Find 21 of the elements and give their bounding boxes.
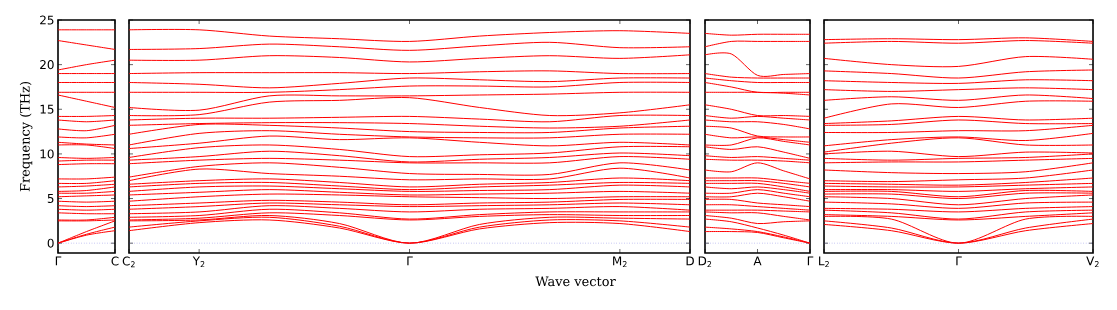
x-tick-label: Γ [55, 256, 62, 266]
y-tick-label: 5 [47, 194, 54, 203]
x-tick-label: Y$_{2}$ [192, 256, 205, 268]
x-tick-label: Γ [956, 256, 962, 266]
y-tick-label: 25 [40, 15, 54, 25]
x-tick-label: V$_{2}$ [1086, 256, 1099, 268]
x-tick-label: L$_{2}$ [819, 256, 829, 268]
x-tick-label: D$_{2}$ [698, 256, 712, 268]
x-tick-label: Γ [407, 256, 413, 266]
x-tick-label: M$_{2}$ [613, 256, 627, 268]
x-tick-label: C$_{2}$ [122, 256, 135, 268]
x-tick-label: C [111, 256, 119, 266]
x-tick-label: A [753, 256, 762, 266]
y-tick-label: 0 [47, 238, 54, 248]
x-tick-label: Γ [807, 256, 814, 266]
y-axis-title: Frequency (THz) [19, 82, 33, 192]
y-tick-label: 20 [40, 60, 54, 70]
x-tick-label: D [686, 256, 694, 266]
y-tick-label: 15 [40, 104, 54, 114]
y-tick-label: 10 [40, 149, 54, 159]
x-axis-title: Wave vector [535, 276, 616, 287]
